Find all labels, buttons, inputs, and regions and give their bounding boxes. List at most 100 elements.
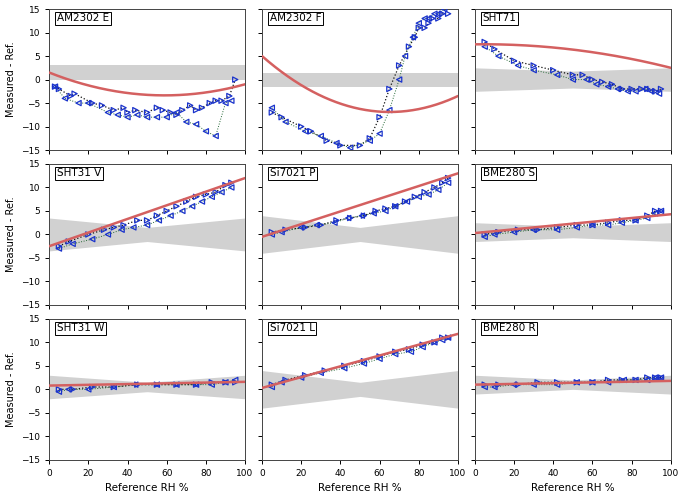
Point [630, 217, 641, 225]
Point [646, 87, 657, 95]
Text: BME280 S: BME280 S [483, 168, 535, 178]
Point [266, 228, 277, 236]
Point [197, 104, 208, 112]
Point [345, 214, 356, 222]
Point [649, 209, 660, 217]
Point [528, 61, 539, 69]
Point [331, 139, 342, 147]
Point [616, 217, 627, 225]
Point [53, 242, 64, 250]
Point [103, 231, 114, 239]
Point [224, 92, 235, 100]
Point [603, 378, 614, 386]
Point [443, 10, 453, 18]
Point [640, 85, 651, 93]
Point [142, 113, 153, 121]
Point [489, 383, 500, 391]
Point [656, 85, 667, 93]
Point [151, 212, 162, 220]
Point [528, 66, 539, 74]
Point [206, 193, 217, 201]
Point [315, 132, 326, 140]
Point [493, 381, 504, 389]
Point [603, 221, 614, 229]
Point [551, 224, 562, 232]
Point [220, 378, 231, 386]
Point [479, 383, 490, 391]
Point [364, 137, 375, 145]
X-axis label: Reference RH %: Reference RH % [318, 484, 402, 494]
Point [171, 111, 182, 119]
Point [390, 202, 401, 210]
Point [306, 127, 316, 135]
Point [649, 87, 660, 95]
Point [390, 202, 401, 210]
Point [197, 198, 208, 206]
Point [630, 376, 641, 384]
Point [403, 345, 414, 353]
Point [532, 226, 543, 234]
Point [299, 127, 310, 135]
Point [401, 198, 412, 206]
Point [417, 341, 428, 349]
Point [266, 108, 277, 116]
Point [571, 224, 582, 232]
Point [266, 383, 277, 391]
Point [429, 184, 440, 192]
Point [429, 10, 440, 18]
Point [508, 228, 519, 236]
Point [427, 14, 438, 22]
Point [299, 371, 310, 379]
Point [358, 212, 369, 220]
Point [374, 355, 385, 363]
Point [118, 104, 129, 112]
Point [616, 85, 627, 93]
Text: BME280 R: BME280 R [483, 323, 536, 333]
Point [419, 188, 430, 196]
Point [312, 221, 323, 229]
Point [280, 118, 291, 126]
Point [210, 97, 221, 105]
Point [508, 57, 519, 65]
Point [528, 381, 539, 389]
Point [83, 231, 94, 239]
Point [433, 10, 444, 18]
Point [132, 217, 142, 225]
Point [616, 376, 627, 384]
Point [69, 90, 80, 98]
Point [390, 348, 401, 356]
Point [116, 226, 127, 234]
Point [656, 207, 667, 215]
Point [479, 43, 490, 51]
Point [587, 221, 598, 229]
Point [656, 207, 667, 215]
Point [619, 376, 630, 384]
Point [67, 385, 78, 393]
Point [108, 224, 119, 232]
Point [603, 83, 614, 91]
Point [410, 33, 421, 41]
Point [185, 101, 196, 109]
Point [229, 376, 240, 384]
Point [210, 188, 221, 196]
Point [142, 221, 153, 229]
Point [122, 113, 133, 121]
Point [345, 144, 356, 152]
Point [165, 212, 176, 220]
Point [190, 120, 201, 128]
Point [369, 209, 379, 217]
Point [342, 214, 353, 222]
Point [571, 221, 582, 229]
Point [433, 14, 444, 22]
Point [413, 19, 424, 27]
Point [142, 108, 153, 116]
Point [171, 381, 182, 389]
Point [49, 83, 60, 91]
Point [642, 214, 653, 222]
Point [656, 374, 667, 382]
Point [190, 106, 201, 114]
Point [229, 378, 240, 386]
Point [443, 179, 453, 187]
Point [63, 238, 74, 246]
Point [355, 141, 366, 149]
